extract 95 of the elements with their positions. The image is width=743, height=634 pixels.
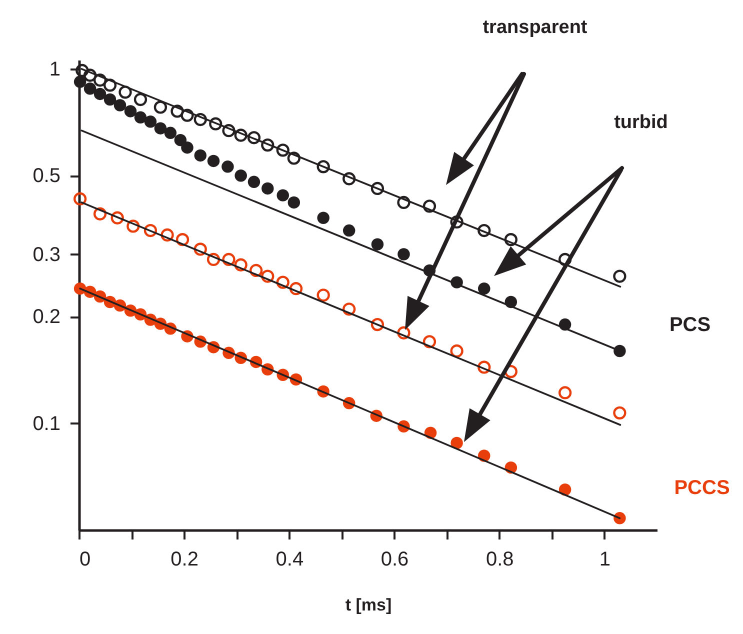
- x-axis-title: t [ms]: [345, 596, 392, 614]
- point: [261, 138, 274, 152]
- point: [478, 282, 490, 295]
- point: [342, 172, 356, 186]
- point: [276, 144, 290, 157]
- text: transparent: [482, 17, 588, 38]
- point: [234, 170, 247, 182]
- point: [276, 189, 289, 202]
- point: [478, 360, 491, 374]
- point: [248, 176, 260, 188]
- point: [316, 160, 330, 174]
- point: [180, 108, 194, 122]
- x-tick-label: 0.2: [170, 548, 198, 570]
- point: [613, 406, 626, 420]
- point: [450, 436, 463, 450]
- point: [144, 224, 158, 238]
- point: [160, 228, 174, 242]
- point: [206, 252, 220, 266]
- point: [287, 152, 300, 165]
- point: [222, 124, 236, 138]
- y-tick-label: 0.3: [32, 244, 60, 266]
- point: [207, 154, 220, 168]
- point: [261, 270, 274, 283]
- point: [370, 182, 384, 196]
- point: [94, 88, 106, 100]
- point: [84, 82, 96, 95]
- point: [317, 212, 330, 224]
- point: [316, 288, 330, 302]
- point: [194, 112, 207, 126]
- point: [342, 302, 356, 316]
- point: [222, 252, 236, 266]
- point: [370, 318, 384, 332]
- text: PCCS: [674, 477, 730, 499]
- point: [134, 111, 147, 124]
- point: [288, 196, 300, 209]
- point: [558, 386, 572, 400]
- point: [558, 252, 572, 266]
- point: [342, 224, 356, 237]
- point: [450, 344, 464, 358]
- point: [154, 122, 167, 134]
- point: [262, 182, 274, 195]
- point: [422, 335, 436, 348]
- point: [181, 141, 194, 154]
- point: [174, 134, 187, 146]
- point: [613, 270, 626, 283]
- point: [398, 248, 410, 260]
- point: [73, 192, 87, 206]
- annotation: turbid: [614, 112, 668, 133]
- point: [134, 92, 148, 106]
- point: [450, 215, 464, 229]
- point: [234, 258, 248, 272]
- point: [234, 128, 248, 142]
- x-tick-label: 0.6: [380, 548, 409, 570]
- point: [170, 104, 184, 118]
- x-tick-label: 1: [599, 548, 611, 570]
- point: [118, 86, 132, 99]
- point: [93, 207, 107, 220]
- point: [126, 220, 140, 233]
- point: [504, 233, 518, 246]
- point: [83, 68, 97, 82]
- point: [144, 116, 157, 128]
- point: [176, 233, 190, 246]
- y-tick-label: 1: [49, 58, 60, 80]
- x-tick-label: 0.8: [486, 548, 514, 570]
- point: [154, 100, 168, 114]
- text: PCS: [669, 314, 711, 336]
- point: [397, 326, 410, 340]
- point: [194, 149, 207, 162]
- point: [250, 264, 263, 278]
- point: [76, 64, 89, 78]
- point: [74, 76, 86, 88]
- point: [478, 224, 491, 238]
- point: [93, 74, 107, 87]
- point: [289, 282, 303, 296]
- point: [209, 117, 222, 130]
- point: [164, 126, 177, 140]
- x-tick-label: 0: [80, 548, 91, 570]
- point: [247, 131, 261, 144]
- point: [124, 105, 137, 118]
- y-tick-label: 0.5: [32, 165, 60, 188]
- point: [222, 160, 234, 173]
- point: [103, 78, 117, 92]
- point: [110, 211, 124, 224]
- y-tick-label: 0.1: [32, 412, 60, 435]
- point: [397, 196, 410, 210]
- x-tick-label: 0.4: [276, 548, 304, 570]
- point: [114, 99, 126, 112]
- y-tick-label: 0.2: [32, 306, 60, 328]
- point: [104, 93, 116, 106]
- point: [371, 238, 384, 250]
- point: [194, 242, 207, 256]
- point: [422, 200, 436, 213]
- point: [614, 512, 626, 524]
- point: [276, 276, 290, 289]
- point: [504, 364, 518, 378]
